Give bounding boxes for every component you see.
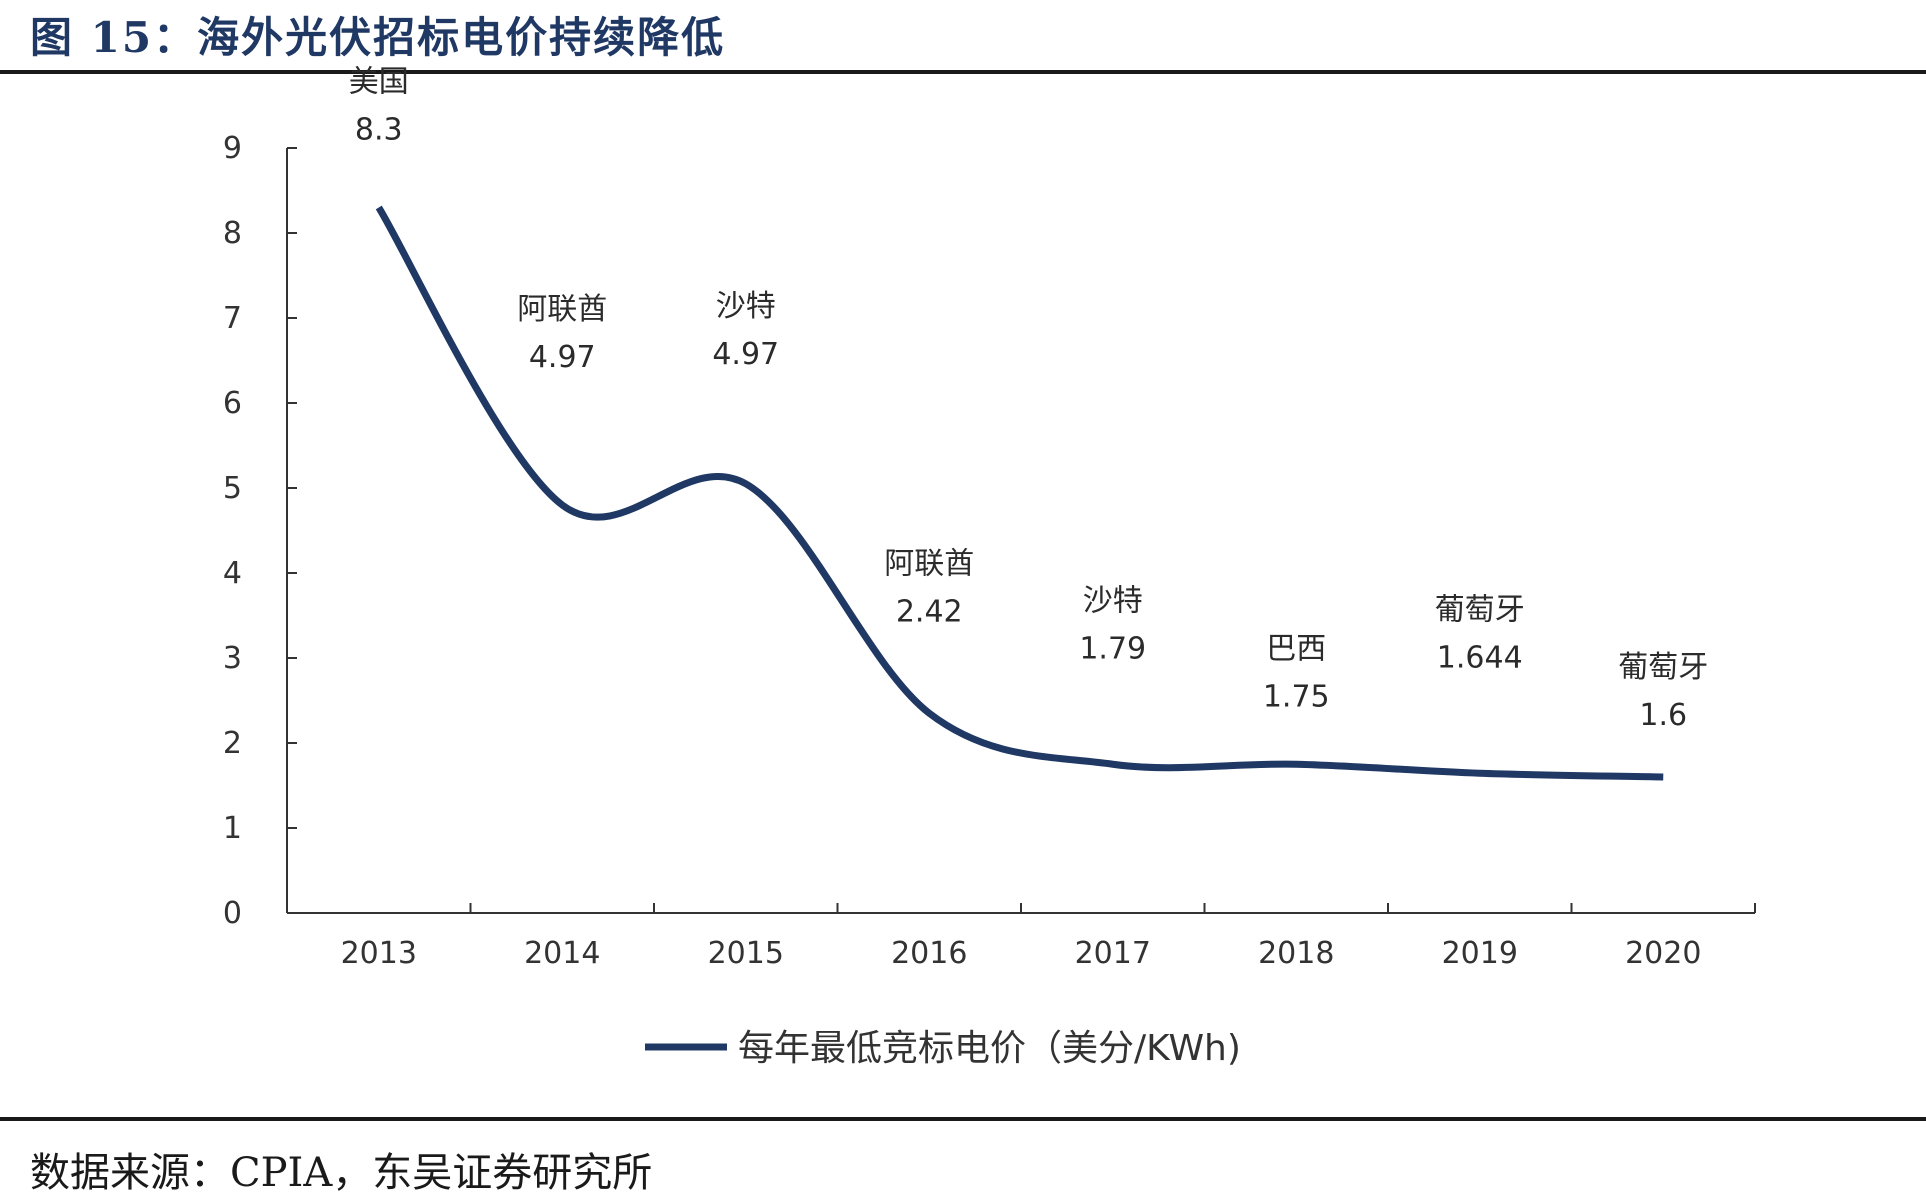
figure-title: 图 15：海外光伏招标电价持续降低 xyxy=(30,13,726,62)
y-axis: 0 1 2 3 4 5 6 7 8 9 xyxy=(223,131,297,931)
x-tick-label: 2014 xyxy=(524,936,600,971)
data-label-country: 美国 xyxy=(349,65,409,100)
y-tick-label: 3 xyxy=(223,641,242,676)
data-labels: 美国 8.3 阿联酋 4.97 沙特 4.97 阿联酋 2.42 沙特 1.79 巴西 1.75 葡萄牙… xyxy=(349,65,1709,734)
x-tick-label: 2018 xyxy=(1258,936,1334,971)
data-label-country: 沙特 xyxy=(716,289,776,324)
x-tick-label: 2020 xyxy=(1625,936,1701,971)
y-tick-label: 8 xyxy=(223,216,242,251)
data-label-value: 1.75 xyxy=(1263,679,1330,714)
source-note: 数据来源：CPIA，东吴证券研究所 xyxy=(30,1150,653,1196)
series-line xyxy=(375,205,1664,781)
data-label-value: 2.42 xyxy=(896,594,963,629)
legend: 每年最低竞标电价（美分/KWh) xyxy=(645,1028,1241,1069)
x-tick-label: 2019 xyxy=(1442,936,1518,971)
data-label-country: 沙特 xyxy=(1083,583,1143,618)
data-label-country: 葡萄牙 xyxy=(1618,650,1708,685)
y-tick-label: 6 xyxy=(223,386,242,421)
x-tick-label: 2013 xyxy=(341,936,417,971)
data-label-country: 阿联酋 xyxy=(517,292,607,327)
data-label-country: 阿联酋 xyxy=(884,546,974,581)
data-label-country: 葡萄牙 xyxy=(1435,592,1525,627)
data-label-country: 巴西 xyxy=(1266,631,1326,666)
data-label-value: 8.3 xyxy=(355,113,403,148)
y-tick-label: 9 xyxy=(223,131,242,166)
x-axis: 2013 2014 2015 2016 2017 2018 2019 2020 xyxy=(286,903,1756,971)
y-tick-label: 5 xyxy=(223,471,242,506)
data-label-value: 1.644 xyxy=(1437,640,1523,675)
x-tick-label: 2015 xyxy=(708,936,784,971)
top-divider xyxy=(0,70,1926,74)
data-label-value: 4.97 xyxy=(529,340,596,375)
data-label-value: 4.97 xyxy=(712,337,779,372)
y-tick-label: 0 xyxy=(223,896,242,931)
data-label-value: 1.6 xyxy=(1639,698,1687,733)
y-tick-label: 7 xyxy=(223,301,242,336)
y-tick-label: 4 xyxy=(223,556,242,591)
x-tick-label: 2016 xyxy=(891,936,967,971)
series-group xyxy=(375,205,1664,781)
bottom-divider xyxy=(0,1117,1926,1121)
x-tick-label: 2017 xyxy=(1075,936,1151,971)
y-tick-label: 1 xyxy=(223,811,242,846)
y-tick-label: 2 xyxy=(223,726,242,761)
data-label-value: 1.79 xyxy=(1079,631,1146,666)
legend-label: 每年最低竞标电价（美分/KWh) xyxy=(738,1028,1241,1069)
